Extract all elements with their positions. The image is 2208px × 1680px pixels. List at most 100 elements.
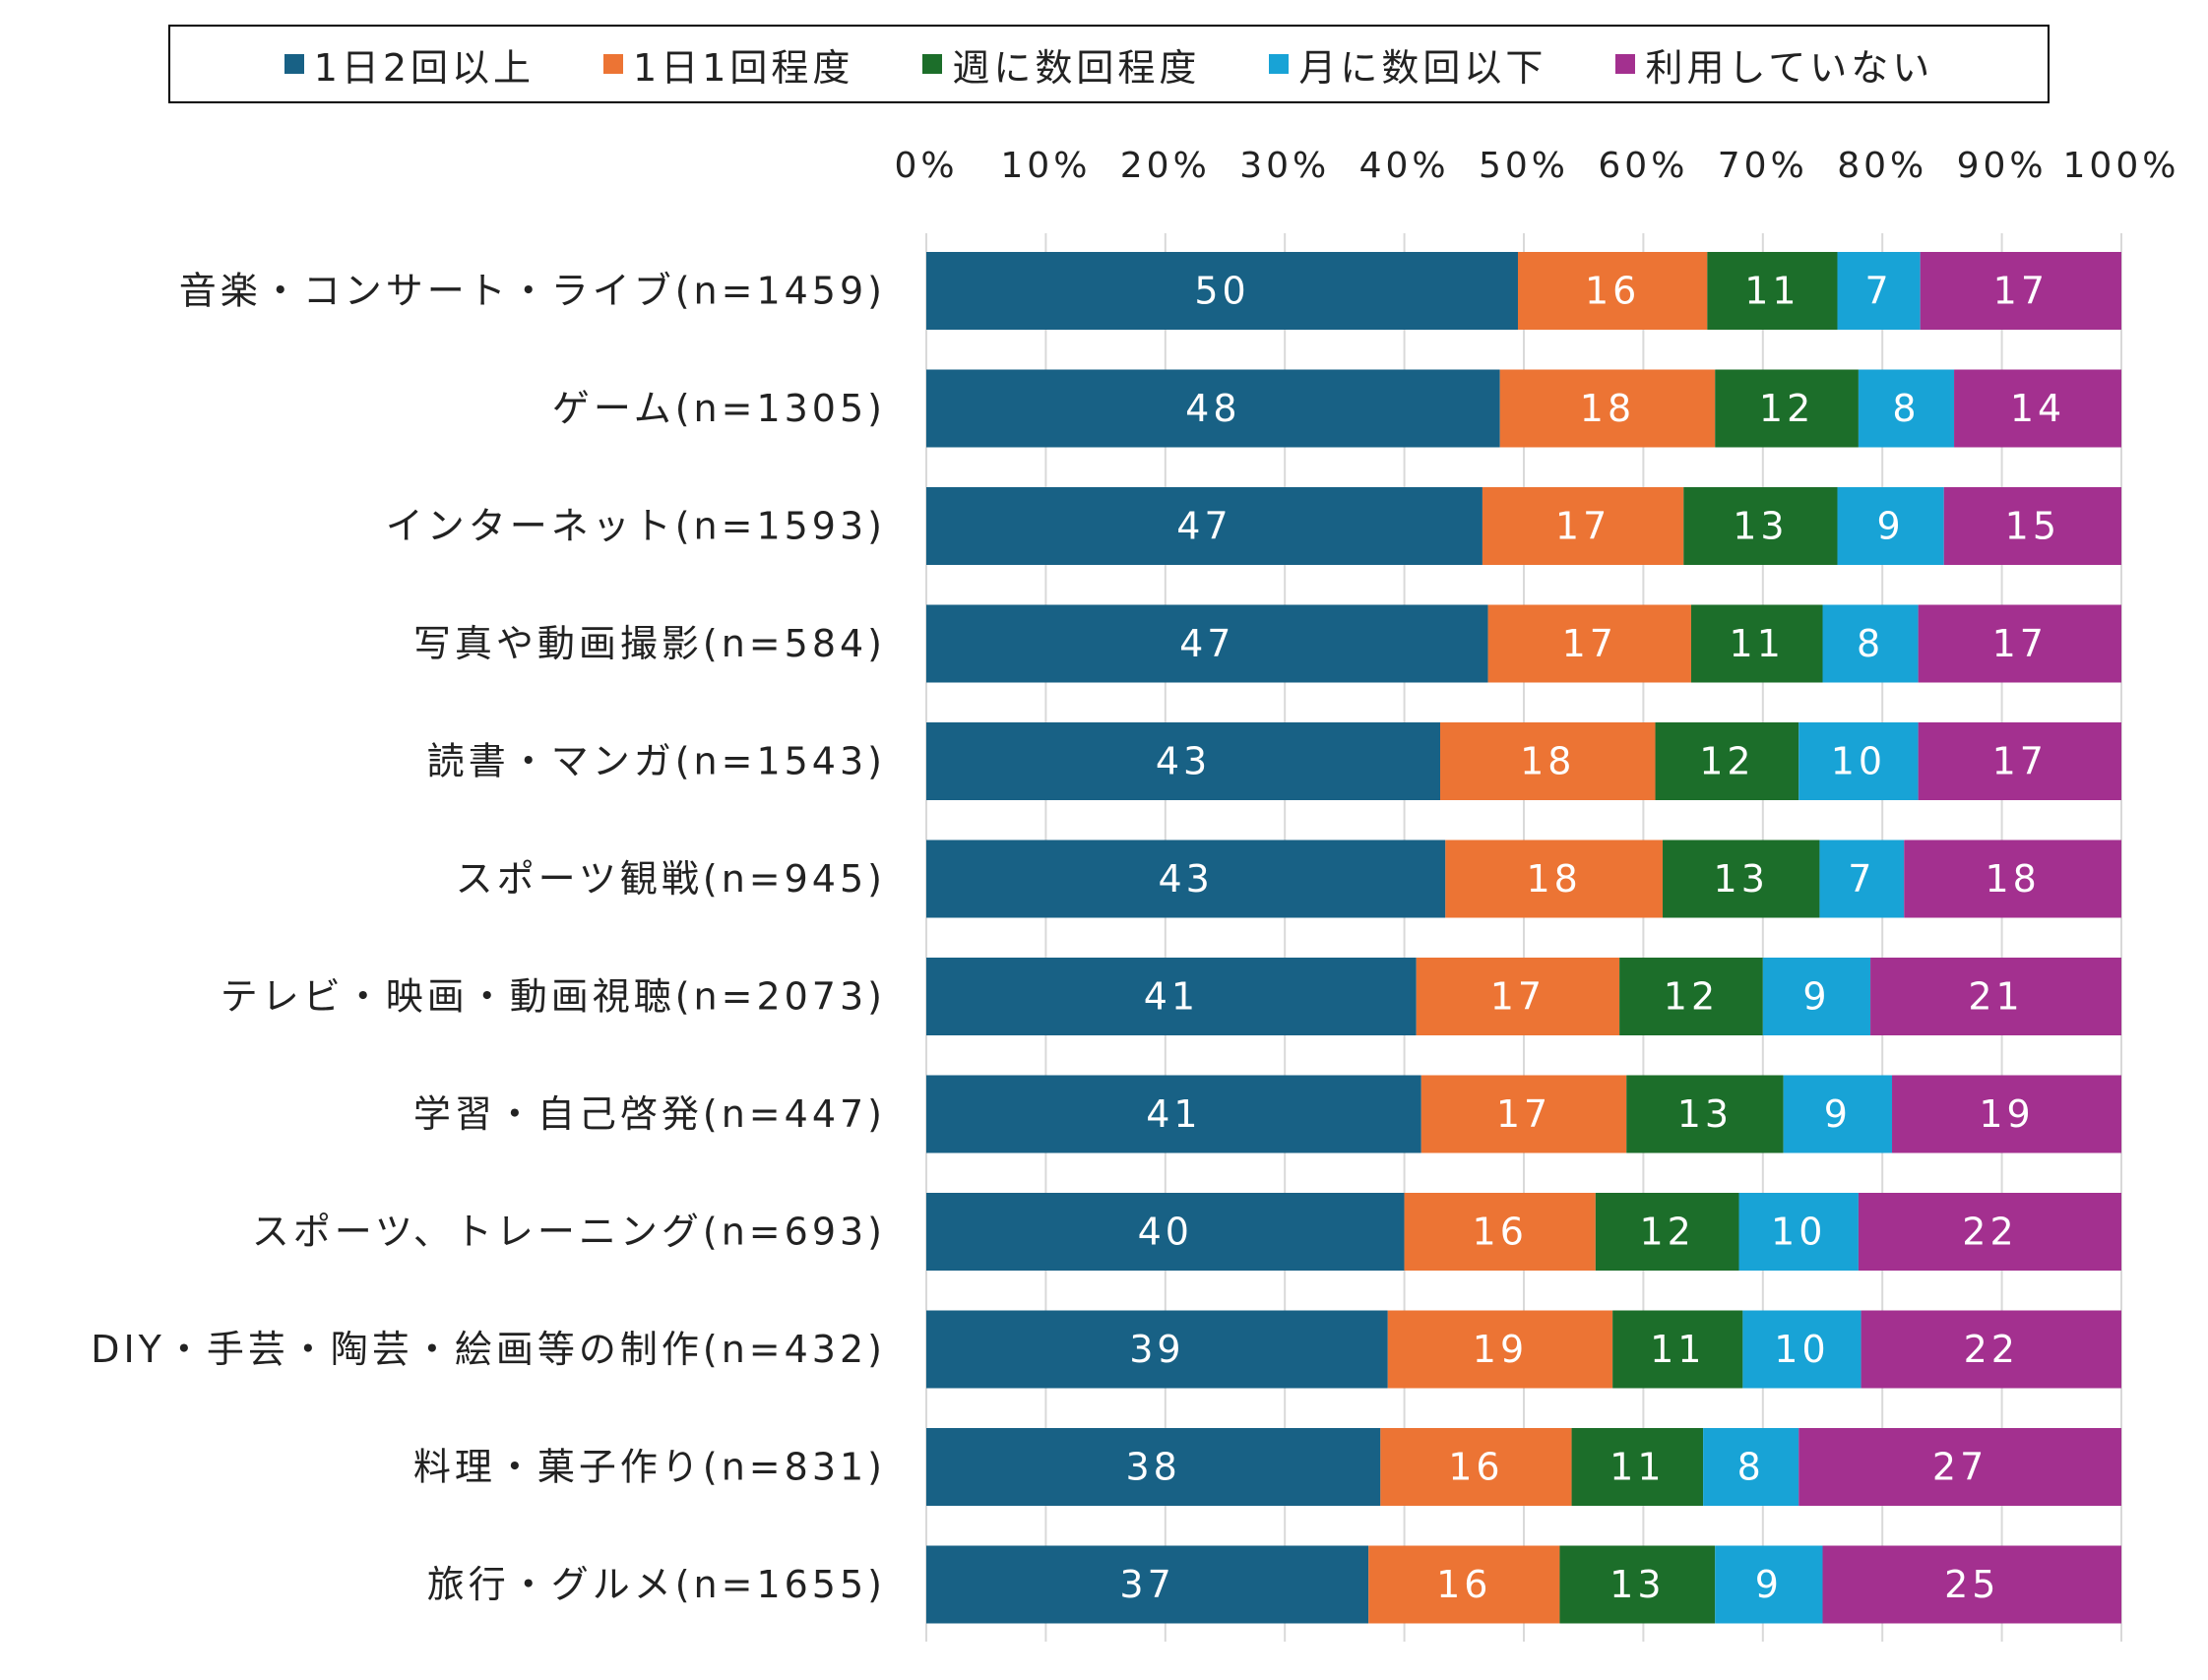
x-tick-label: 10% bbox=[1000, 146, 1091, 186]
x-tick-label: 60% bbox=[1598, 146, 1688, 186]
bar-segment bbox=[1571, 1428, 1704, 1506]
data-label: 8 bbox=[1737, 1446, 1765, 1489]
data-label: 16 bbox=[1473, 1211, 1528, 1254]
data-label: 8 bbox=[1892, 387, 1920, 430]
bar-segment bbox=[926, 1310, 1388, 1389]
data-label: 18 bbox=[1526, 857, 1581, 901]
legend-swatch bbox=[1269, 54, 1290, 74]
data-label: 18 bbox=[1580, 387, 1635, 430]
category-label: インターネット(n=1593) bbox=[386, 505, 886, 548]
x-tick-label: 20% bbox=[1120, 146, 1211, 186]
bar-segment bbox=[926, 1075, 1421, 1153]
data-label: 47 bbox=[1179, 622, 1234, 665]
data-label: 21 bbox=[1968, 975, 2023, 1019]
data-label: 11 bbox=[1650, 1328, 1705, 1371]
legend-item: 1日2回以上 bbox=[284, 37, 535, 92]
bar-segment bbox=[1798, 722, 1919, 800]
bar-segment bbox=[1612, 1310, 1743, 1389]
data-label: 12 bbox=[1640, 1211, 1695, 1254]
legend-label: 月に数回以下 bbox=[1298, 45, 1547, 90]
bar-segment bbox=[1892, 1075, 2121, 1153]
x-tick-label: 30% bbox=[1239, 146, 1330, 186]
x-tick-label: 80% bbox=[1837, 146, 1927, 186]
bar-segment bbox=[1445, 840, 1664, 918]
bar-segment bbox=[1861, 1310, 2121, 1389]
data-label: 50 bbox=[1194, 270, 1249, 313]
bar-segment bbox=[1416, 958, 1620, 1035]
data-label: 41 bbox=[1146, 1092, 1201, 1136]
bar-segment bbox=[926, 487, 1483, 565]
bar-segment bbox=[1487, 604, 1691, 683]
bar-segment bbox=[926, 1428, 1381, 1506]
category-label: 読書・マンガ(n=1543) bbox=[427, 740, 886, 783]
data-label: 38 bbox=[1125, 1446, 1180, 1489]
bar-segment bbox=[1819, 840, 1905, 918]
data-label: 19 bbox=[1979, 1092, 2034, 1136]
bar-segment bbox=[1420, 1075, 1627, 1153]
data-label: 11 bbox=[1744, 270, 1799, 313]
x-tick-label: 90% bbox=[1957, 146, 2048, 186]
bar-segment bbox=[1499, 369, 1716, 448]
bar-segment bbox=[1870, 958, 2121, 1035]
legend: 1日2回以上 1日1回程度 週に数回程度 月に数回以下 利用していない bbox=[168, 25, 2050, 103]
data-label: 15 bbox=[2005, 505, 2060, 548]
data-label: 13 bbox=[1733, 505, 1788, 548]
data-label: 9 bbox=[1824, 1092, 1852, 1136]
legend-label: 1日2回以上 bbox=[313, 45, 536, 90]
bar-segment bbox=[926, 1193, 1405, 1271]
data-label: 10 bbox=[1831, 740, 1886, 783]
data-label: 16 bbox=[1436, 1563, 1491, 1606]
bar-segment bbox=[1738, 1193, 1859, 1271]
bar-segment bbox=[1380, 1428, 1572, 1506]
legend-swatch bbox=[603, 54, 624, 74]
data-label: 40 bbox=[1138, 1211, 1193, 1254]
gridlines bbox=[925, 233, 2122, 1642]
bar-segment bbox=[926, 840, 1446, 918]
data-label: 16 bbox=[1585, 270, 1640, 313]
data-label: 27 bbox=[1932, 1446, 1987, 1489]
bar-segment bbox=[926, 1545, 1369, 1624]
data-label: 18 bbox=[1520, 740, 1575, 783]
data-label: 17 bbox=[1490, 975, 1546, 1019]
legend-swatch bbox=[284, 54, 304, 74]
category-label: DIY・手芸・陶芸・絵画等の制作(n=432) bbox=[91, 1328, 886, 1371]
bars: 50 16 11 7 17 48 18 12 8 14 47 17 13 9 15 47 17 11 8 17 43 18… bbox=[926, 252, 2121, 1624]
legend-item: 利用していない bbox=[1615, 37, 1933, 92]
data-label: 10 bbox=[1771, 1211, 1826, 1254]
bar-segment bbox=[1858, 1193, 2121, 1271]
bar-segment bbox=[1918, 604, 2121, 683]
bar-segment bbox=[1822, 1545, 2121, 1624]
bar-segment bbox=[1837, 252, 1921, 330]
bar-segment bbox=[1559, 1545, 1716, 1624]
data-label: 43 bbox=[1156, 740, 1211, 783]
data-label: 22 bbox=[1964, 1328, 2019, 1371]
data-label: 12 bbox=[1699, 740, 1754, 783]
data-label: 7 bbox=[1848, 857, 1875, 901]
legend-label: 1日1回程度 bbox=[633, 45, 854, 90]
bar-segment bbox=[1798, 1428, 2121, 1506]
category-label: 料理・菓子作り(n=831) bbox=[413, 1446, 886, 1489]
data-label: 37 bbox=[1119, 1563, 1174, 1606]
legend-swatch bbox=[1615, 54, 1636, 74]
bar-segment bbox=[1943, 487, 2121, 565]
bar-segment bbox=[1703, 1428, 1799, 1506]
data-label: 11 bbox=[1730, 622, 1785, 665]
bar-segment bbox=[926, 604, 1488, 683]
data-label: 14 bbox=[2010, 387, 2065, 430]
data-label: 19 bbox=[1473, 1328, 1528, 1371]
data-label: 9 bbox=[1802, 975, 1830, 1019]
bar-segment bbox=[1683, 487, 1838, 565]
legend-label: 利用していない bbox=[1645, 45, 1934, 90]
bar-segment bbox=[1517, 252, 1708, 330]
data-label: 41 bbox=[1144, 975, 1199, 1019]
bar-segment bbox=[926, 958, 1417, 1035]
x-tick-label: 70% bbox=[1718, 146, 1808, 186]
bar-segment bbox=[1404, 1193, 1596, 1271]
data-label: 47 bbox=[1176, 505, 1231, 548]
bar-segment bbox=[1742, 1310, 1861, 1389]
bar-segment bbox=[1904, 840, 2121, 918]
legend-item: 週に数回程度 bbox=[922, 37, 1200, 92]
category-label: ゲーム(n=1305) bbox=[552, 387, 886, 430]
category-label: スポーツ観戦(n=945) bbox=[456, 857, 886, 901]
bar-segment bbox=[1482, 487, 1684, 565]
